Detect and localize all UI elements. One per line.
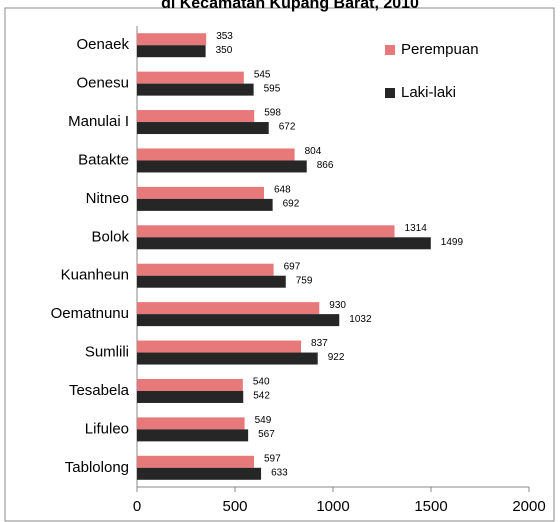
bar <box>137 378 243 391</box>
legend-swatch <box>385 45 395 55</box>
value-label: 866 <box>317 160 334 171</box>
value-label: 759 <box>296 275 313 286</box>
bar <box>137 352 318 365</box>
y-tick-label: Kuanheun <box>61 267 129 284</box>
bar <box>137 198 273 211</box>
bar <box>137 467 262 480</box>
legend-label: Laki-laki <box>401 84 456 101</box>
y-tick-label: Nitneo <box>86 190 129 207</box>
bar <box>137 33 207 46</box>
value-label: 930 <box>329 300 346 311</box>
value-label: 350 <box>216 45 233 56</box>
bar <box>137 225 395 238</box>
bar <box>137 148 295 161</box>
bar <box>137 455 255 468</box>
value-label: 1314 <box>405 223 428 234</box>
value-label: 598 <box>264 108 281 119</box>
bar <box>137 263 274 276</box>
value-label: 540 <box>253 377 270 388</box>
value-label: 672 <box>279 122 296 133</box>
bar <box>137 275 286 288</box>
value-label: 597 <box>264 453 281 464</box>
y-tick-label: Oematnunu <box>51 305 129 322</box>
value-label: 567 <box>258 429 275 440</box>
value-label: 549 <box>255 415 272 426</box>
y-tick-label: Bolok <box>91 228 129 245</box>
y-tick-label: Tesabela <box>69 382 130 399</box>
y-tick-label: Oenesu <box>76 75 129 92</box>
bar <box>137 390 244 403</box>
bar <box>137 429 249 442</box>
bar <box>137 45 206 58</box>
x-tick-label: 500 <box>222 498 247 515</box>
bar <box>137 186 265 199</box>
bar <box>137 314 340 327</box>
value-label: 1499 <box>441 237 464 248</box>
y-tick-label: Tablolong <box>65 459 129 476</box>
x-tick-label: 0 <box>133 498 141 515</box>
value-label: 697 <box>284 261 301 272</box>
bar <box>137 122 269 135</box>
value-label: 692 <box>283 199 300 210</box>
x-tick-label: 1500 <box>414 498 447 515</box>
chart-title: di Kecamatan Kupang Barat, 2010 <box>161 0 419 12</box>
legend-swatch <box>385 88 395 98</box>
bar <box>137 237 431 250</box>
value-label: 648 <box>274 185 291 196</box>
y-tick-label: Lifuleo <box>85 420 129 437</box>
value-label: 837 <box>311 338 328 349</box>
value-label: 545 <box>254 69 271 80</box>
chart-frame <box>4 7 555 522</box>
x-tick-label: 2000 <box>512 498 545 515</box>
value-label: 804 <box>305 146 322 157</box>
x-tick-label: 1000 <box>316 498 349 515</box>
value-label: 595 <box>264 83 281 94</box>
y-tick-label: Manulai I <box>68 113 129 130</box>
value-label: 922 <box>328 352 345 363</box>
value-label: 353 <box>216 31 233 42</box>
bar <box>137 71 244 84</box>
value-label: 1032 <box>349 314 372 325</box>
bar <box>137 340 302 353</box>
y-tick-label: Oenaek <box>76 36 129 53</box>
bar <box>137 302 320 315</box>
value-label: 633 <box>271 467 288 478</box>
y-tick-label: Batakte <box>78 151 129 168</box>
bar <box>137 160 307 173</box>
value-label: 542 <box>253 391 270 402</box>
bar <box>137 83 254 96</box>
y-tick-label: Sumlili <box>85 344 129 361</box>
legend-label: Perempuan <box>401 41 479 58</box>
bar <box>137 110 255 123</box>
bar <box>137 417 245 430</box>
